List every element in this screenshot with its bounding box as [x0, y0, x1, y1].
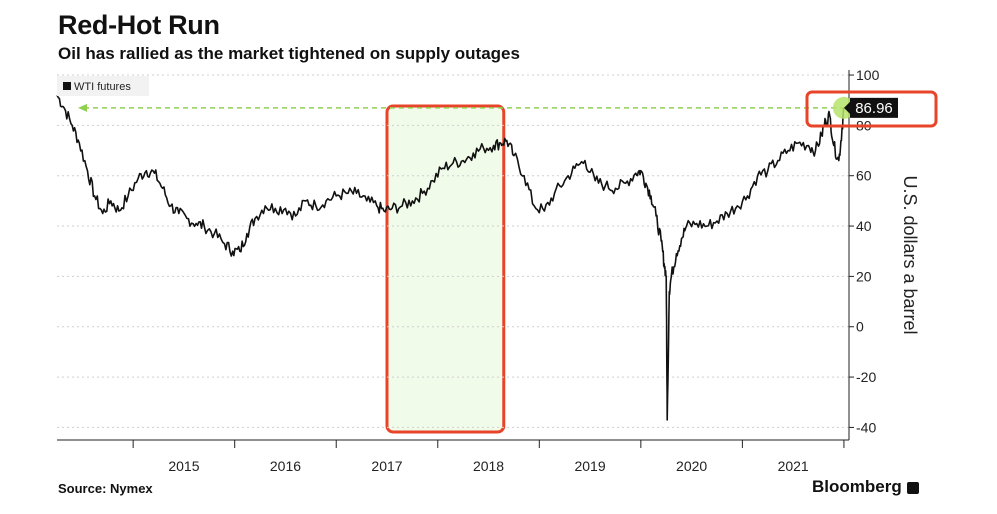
line-layer — [56, 94, 845, 421]
reference-layer — [78, 103, 849, 112]
last-value-marker — [832, 96, 855, 119]
y-tick-label-20: 20 — [856, 268, 872, 284]
source-note: Source: Nymex — [58, 481, 153, 496]
chart-subtitle: Oil has rallied as the market tightened … — [58, 44, 520, 63]
label-layer: 86.96 — [805, 90, 938, 128]
y-tick-label-0: 0 — [856, 319, 864, 335]
grid-layer — [57, 74, 849, 428]
legend-label: WTI futures — [74, 81, 131, 93]
brand-name: Bloomberg — [812, 477, 902, 496]
last-value-label: 86.96 — [855, 100, 893, 117]
y-tick-label-60: 60 — [856, 168, 872, 184]
y-tick-label-40: 40 — [856, 218, 872, 234]
highlight-period-box — [385, 104, 506, 434]
last-value-highlight-box — [805, 90, 938, 128]
x-tick-label-2016: 2016 — [270, 458, 301, 474]
x-tick-label-2020: 2020 — [676, 458, 707, 474]
x-tick-label-2018: 2018 — [473, 458, 504, 474]
y-tick-label--40: -40 — [856, 419, 876, 435]
y-axis-label: U.S. dollars a barrel — [900, 175, 920, 334]
y-tick-label--20: -20 — [856, 369, 876, 385]
last-value-tag-pointer — [844, 101, 850, 114]
legend-box — [57, 76, 149, 96]
legend-swatch — [63, 82, 71, 90]
x-tick-label-2021: 2021 — [778, 458, 809, 474]
bloomberg-terminal-icon — [906, 481, 919, 494]
x-tick-label-2017: 2017 — [371, 458, 402, 474]
highlight-layer — [385, 104, 506, 434]
legend-layer: WTI futures — [57, 76, 149, 96]
chart-title: Red-Hot Run — [58, 10, 220, 40]
x-tick-label-2015: 2015 — [168, 458, 199, 474]
last-value-tag — [850, 97, 898, 118]
brand-logo: Bloomberg — [812, 477, 919, 497]
y-tick-label-100: 100 — [856, 67, 880, 83]
x-tick-label-2019: 2019 — [574, 458, 605, 474]
reference-arrow-icon — [78, 103, 87, 112]
series-line-wti-futures — [56, 94, 845, 421]
